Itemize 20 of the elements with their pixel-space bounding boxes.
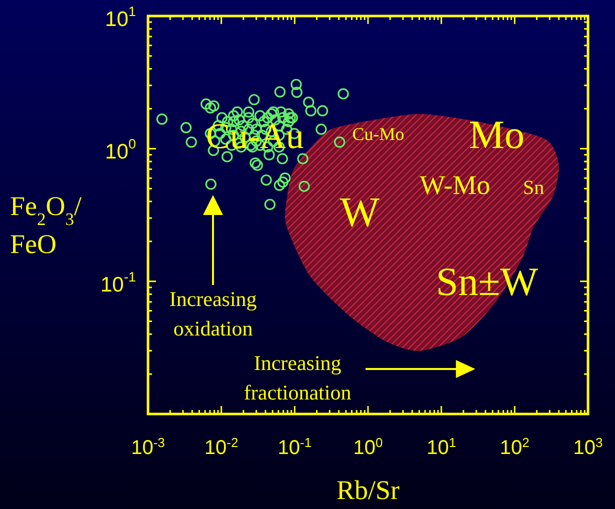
x-tick-label: 10$^{0}$ (353, 434, 383, 459)
y-axis-title: Fe$_{2}$O$_{3}$/ FeO (10, 191, 82, 259)
annotation: Sn (523, 177, 544, 199)
annotation: W (340, 190, 380, 236)
x-tick-label: 10$^{-2}$ (204, 434, 238, 459)
y-tick-label: 10$^{-1}$ (100, 269, 136, 296)
y-tick-label: 10$^{0}$ (105, 136, 136, 164)
x-tick-label: 10$^{1}$ (426, 434, 456, 459)
annotation: Mo (468, 112, 524, 157)
annotation: W-Mo (420, 170, 490, 200)
annotation: Increasing fractionation (244, 351, 352, 404)
x-tick-label: 10$^{-3}$ (131, 434, 165, 459)
x-tick-label: 10$^{2}$ (500, 434, 530, 459)
x-axis-title: Rb/Sr (336, 475, 400, 505)
annotation: Cu-Mo (352, 124, 404, 144)
x-tick-label: 10$^{3}$ (573, 434, 603, 459)
annotation: Sn±W (436, 259, 538, 304)
y-tick-label: 10$^{1}$ (105, 4, 136, 30)
x-tick-label: 10$^{-1}$ (278, 434, 312, 459)
annotation: Increasing oxidation (169, 287, 258, 340)
